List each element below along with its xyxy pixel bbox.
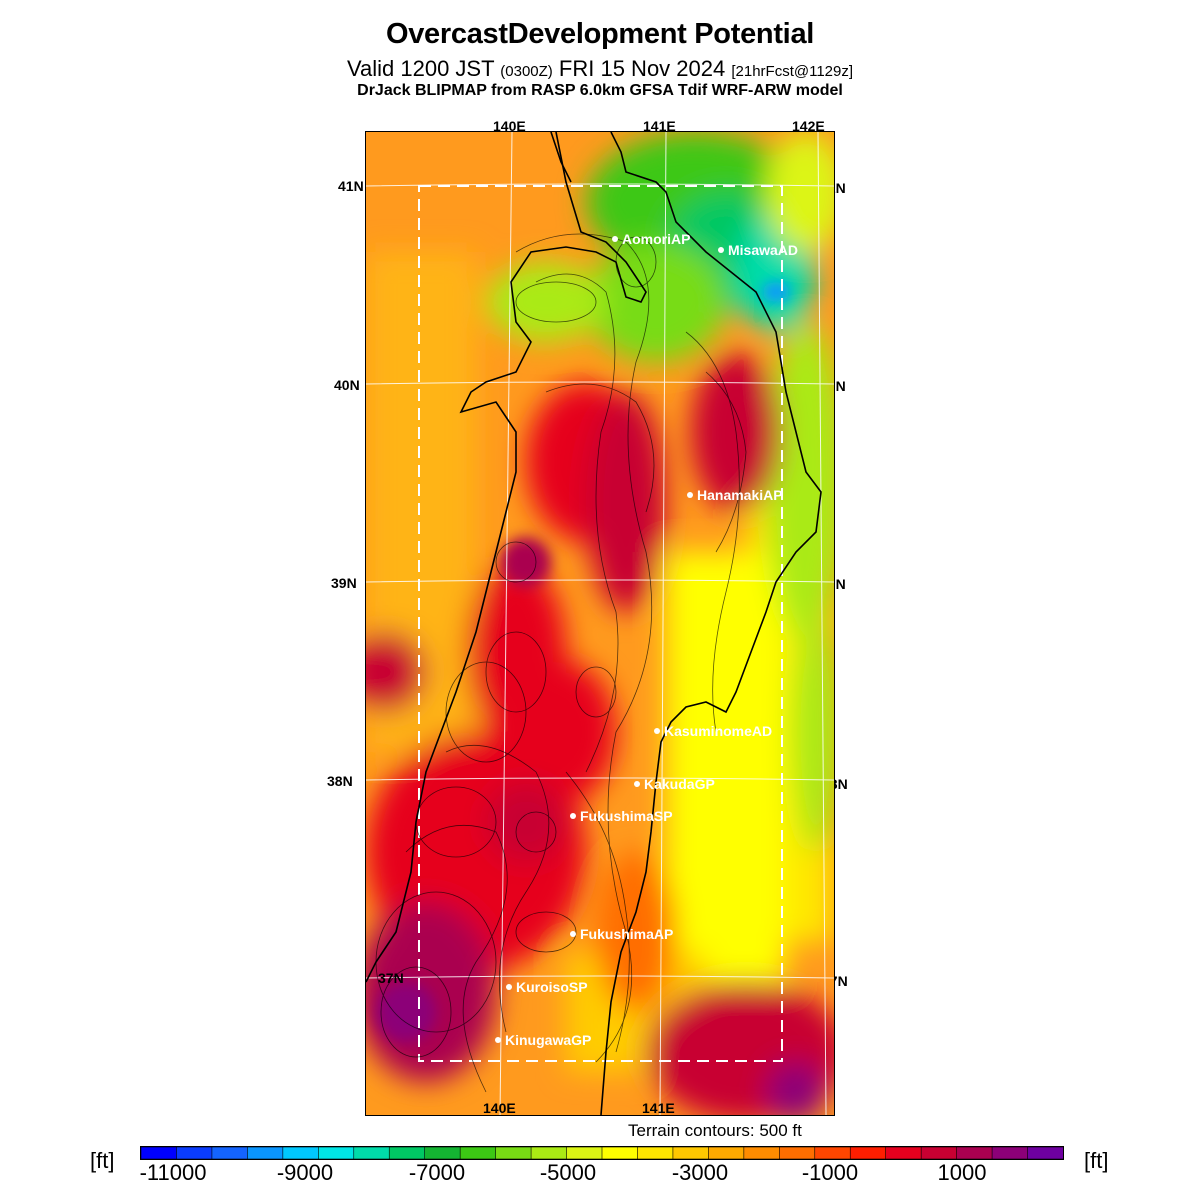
colorbar-swatch (211, 1147, 249, 1159)
site-hanamaki-ap: HanamakiAP (687, 487, 783, 503)
colorbar-swatch (282, 1147, 320, 1159)
colorbar-swatch (388, 1147, 426, 1159)
colorbar-swatch (495, 1147, 532, 1159)
valid-prefix: Valid 1200 JST (346, 56, 495, 81)
colorbar-tick-5: -1000 (801, 1160, 859, 1185)
colorbar-unit-left: [ft] (90, 1148, 115, 1173)
colorbar-swatch (247, 1147, 284, 1159)
colorbar-swatch (708, 1147, 745, 1159)
colorbar-tick-3: -5000 (539, 1160, 597, 1185)
colorbar-swatch (637, 1147, 674, 1159)
colorbar-swatch (566, 1147, 603, 1159)
colorbar-swatch (885, 1147, 922, 1159)
chart-title: OvercastDevelopment Potential (385, 18, 815, 50)
colorbar-swatches (141, 1147, 1063, 1159)
colorbar-swatch (459, 1147, 497, 1159)
terrain-contours (375, 233, 747, 1093)
colorbar (140, 1146, 1064, 1160)
site-aomori-ap: AomoriAP (611, 231, 691, 247)
lat-label-left-37: 37N (378, 970, 404, 986)
site-kinugawa-gp: KinugawaGP (494, 1032, 592, 1048)
lat-label-left-40: 40N (334, 377, 360, 393)
coastline (366, 132, 822, 1115)
site-kakuda-gp: KakudaGP (634, 776, 715, 792)
colorbar-swatch (814, 1147, 852, 1159)
site-kasuminome-ad: KasuminomeAD (653, 723, 773, 739)
lon-label-top-142: 142E (792, 118, 825, 134)
colorbar-swatch (424, 1147, 461, 1159)
colorbar-swatch (530, 1147, 568, 1159)
zulu-time: (0300Z) (500, 63, 553, 80)
site-kuroiso-sp: KuroisoSP (506, 979, 588, 995)
valid-time: Valid 1200 JST (0300Z) FRI 15 Nov 2024 [… (0, 56, 1200, 82)
inner-domain-box (418, 185, 783, 1062)
valid-date: FRI 15 Nov 2024 (558, 56, 726, 81)
colorbar-tick-2: -7000 (408, 1160, 466, 1185)
forecast-info: [21hrFcst@1129z] (731, 63, 854, 80)
colorbar-swatch (1027, 1147, 1063, 1159)
site-fukushima-ap: FukushimaAP (569, 926, 674, 942)
colorbar-swatch (601, 1147, 639, 1159)
colorbar-tick-0: -11000 (139, 1160, 207, 1185)
lon-label-top-140: 140E (493, 118, 526, 134)
site-misawa-ad: MisawaAD (717, 242, 799, 258)
colorbar-swatch (176, 1147, 213, 1159)
colorbar-swatch (743, 1147, 781, 1159)
colorbar-swatch (672, 1147, 710, 1159)
lon-label-bottom-141: 141E (642, 1100, 675, 1116)
lat-label-left-41: 41N (338, 178, 364, 194)
colorbar-swatch (920, 1147, 958, 1159)
field-detail (376, 282, 790, 1042)
lon-label-bottom-140: 140E (483, 1100, 516, 1116)
lon-label-top-141: 141E (643, 118, 676, 134)
colorbar-tick-4: -3000 (671, 1160, 729, 1185)
lat-label-left-38: 38N (327, 773, 353, 789)
colorbar-unit-right: [ft] (1084, 1148, 1109, 1173)
lat-label-left-39: 39N (331, 575, 357, 591)
colorbar-swatch (779, 1147, 816, 1159)
field-blobs (366, 132, 834, 1115)
colorbar-swatch (353, 1147, 391, 1159)
colorbar-swatch (141, 1147, 178, 1159)
colorbar-tick-6: 1000 (937, 1160, 987, 1185)
colorbar-swatch (991, 1147, 1029, 1159)
site-fukushima-sp: FukushimaSP (570, 808, 673, 824)
forecast-map (365, 131, 835, 1116)
forecast-field (366, 132, 834, 1115)
colorbar-swatch (318, 1147, 355, 1159)
model-description: DrJack BLIPMAP from RASP 6.0km GFSA Tdif… (357, 82, 843, 99)
colorbar-tick-1: -9000 (276, 1160, 334, 1185)
colorbar-swatch (849, 1147, 887, 1159)
colorbar-swatch (956, 1147, 993, 1159)
terrain-contour-note: Terrain contours: 500 ft (628, 1121, 802, 1140)
